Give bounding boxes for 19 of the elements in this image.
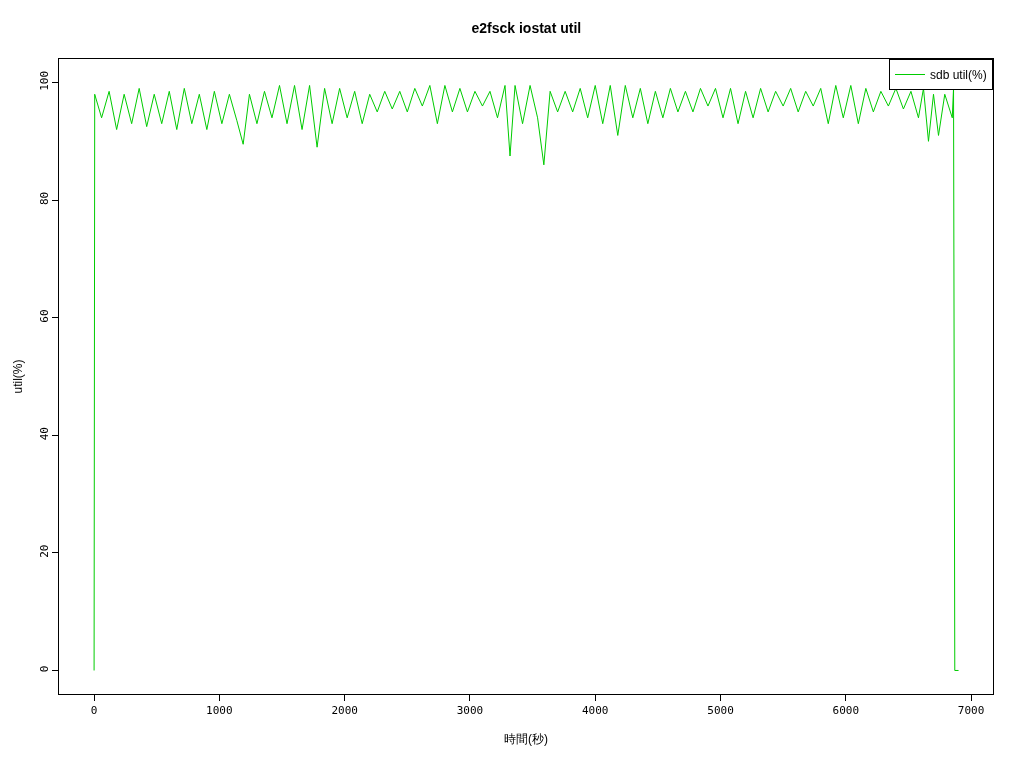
x-axis-title: 時間(秒) [504,732,548,747]
y-tick-label: 60 [37,309,51,323]
x-tick-label: 2000 [331,704,358,718]
x-tick-label: 3000 [456,704,484,718]
line-series [93,84,960,671]
y-tick-label: 100 [37,70,51,91]
y-tick-label: 40 [37,427,51,441]
x-tick-label: 0 [90,704,98,718]
legend-label: sdb util(%) [930,68,987,83]
y-tick-label: 0 [37,665,51,673]
y-tick-label: 80 [37,191,51,206]
x-tick-label: 1000 [206,704,233,718]
chart-title: e2fsck iostat util [471,19,582,36]
y-tick-label: 20 [37,544,51,558]
x-tick-label: 6000 [832,704,860,718]
x-tick-label: 7000 [957,704,985,718]
y-axis-title: util(%) [10,359,25,394]
x-tick-label: 5000 [707,704,734,718]
x-tick-label: 4000 [581,704,609,718]
